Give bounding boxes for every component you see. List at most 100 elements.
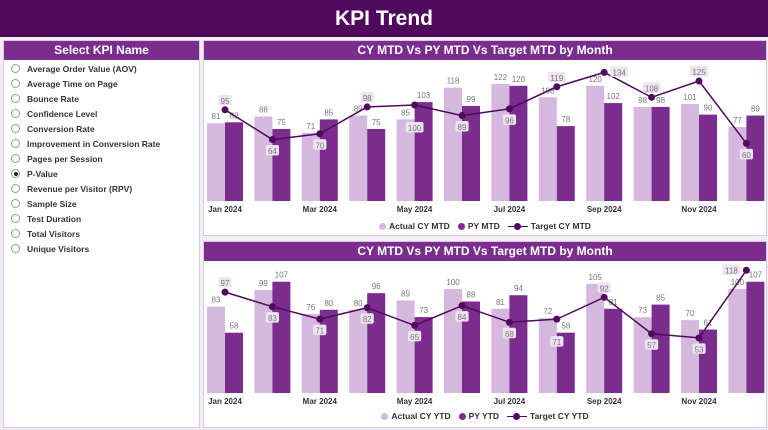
bar-actual [728,289,747,393]
radio-icon[interactable] [11,199,20,208]
kpi-option[interactable]: Sample Size [4,196,199,211]
legend-label: Target CY MTD [530,221,591,231]
data-label-target: 53 [695,345,704,354]
data-label-py: 98 [656,96,665,105]
kpi-option[interactable]: Pages per Session [4,151,199,166]
radio-icon[interactable] [11,169,20,178]
data-label-actual: 71 [306,122,315,131]
legend-actual[interactable]: Actual CY YTD [381,411,451,421]
legend-py[interactable]: PY MTD [457,221,500,231]
radio-icon[interactable] [11,139,20,148]
kpi-option[interactable]: Improvement in Conversion Rate [4,136,199,151]
target-point [221,106,229,114]
legend-target[interactable]: Target CY YTD [507,411,589,421]
target-line [224,269,748,339]
kpi-option[interactable]: Revenue per Visitor (RPV) [4,181,199,196]
bar-py [272,281,291,393]
target-point [363,103,371,111]
data-label-py: 99 [467,95,476,104]
radio-icon[interactable] [11,94,20,103]
data-label-py: 85 [324,108,333,117]
target-point [316,130,324,138]
bar-py [414,102,433,201]
legend-label: Actual CY MTD [389,221,450,231]
data-label-actual: 89 [401,289,410,298]
radio-icon[interactable] [11,79,20,88]
legend-target[interactable]: Target CY MTD [507,221,591,231]
kpi-option[interactable]: Average Order Value (AOV) [4,61,199,76]
radio-icon[interactable] [11,124,20,133]
radio-icon[interactable] [11,229,20,238]
data-label-py: 58 [561,322,570,331]
kpi-option-label: Improvement in Conversion Rate [27,138,161,149]
data-label-actual: 73 [638,306,647,315]
bar-py [556,126,575,201]
bar-actual [349,309,368,393]
legend-label: PY MTD [467,221,500,231]
target-label-bg [455,311,469,322]
target-label-bg [455,121,469,132]
kpi-option-label: Total Visitors [27,228,81,239]
target-point [268,303,276,311]
kpi-option[interactable]: Confidence Level [4,106,199,121]
radio-icon[interactable] [11,64,20,73]
x-tick-label: May 2024 [397,397,433,406]
kpi-option[interactable]: Conversion Rate [4,121,199,136]
kpi-option[interactable]: Test Duration [4,211,199,226]
legend-py[interactable]: PY YTD [458,411,499,421]
ytd-legend: Actual CY YTD PY YTD Target CY YTD [204,411,766,421]
kpi-option-label: Pages per Session [27,153,103,164]
radio-icon[interactable] [11,154,20,163]
bar-py [556,332,575,393]
target-point [268,136,276,144]
bar-actual [207,306,225,393]
kpi-option-label: Average Order Value (AOV) [27,63,137,74]
radio-icon[interactable] [11,244,20,253]
data-label-py: 120 [512,75,526,84]
x-tick-label: Jul 2024 [494,205,526,214]
data-label-actual: 83 [212,296,221,305]
data-label-target: 108 [645,84,659,93]
data-label-target: 97 [221,279,230,288]
data-label-actual: 85 [401,108,410,117]
data-label-actual: 88 [259,106,268,115]
target-label-bg [547,71,566,83]
data-label-target: 70 [315,141,324,150]
kpi-option[interactable]: Bounce Rate [4,91,199,106]
data-label-target: 119 [550,74,563,83]
kpi-option[interactable]: Unique Visitors [4,241,199,256]
ytd-chart-title: CY MTD Vs PY MTD Vs Target MTD by Month [204,242,766,261]
data-label-target: 118 [725,266,738,275]
legend-actual[interactable]: Actual CY MTD [379,221,450,231]
data-label-target: 71 [552,338,561,347]
data-label-target: 68 [505,330,514,339]
legend-label: Actual CY YTD [391,411,451,421]
bar-py [225,332,243,393]
kpi-option[interactable]: P-Value [4,166,199,181]
radio-icon[interactable] [11,184,20,193]
target-point [411,321,419,329]
data-label-target: 95 [221,97,230,106]
bar-actual [681,320,699,393]
bar-actual [491,83,510,201]
data-label-actual: 81 [212,112,221,121]
x-tick-label: May 2024 [397,205,433,214]
kpi-option[interactable]: Total Visitors [4,226,199,241]
data-label-py: 89 [751,105,760,114]
legend-dot-icon [379,222,387,230]
x-tick-label: Nov 2024 [681,205,717,214]
radio-icon[interactable] [11,109,20,118]
data-label-target: 92 [600,284,609,293]
data-label-actual: 98 [638,96,647,105]
target-point [458,302,466,310]
target-point [363,304,371,312]
data-label-py: 61 [704,319,713,328]
kpi-selector-title: Select KPI Name [4,41,199,60]
data-label-actual: 120 [589,75,603,84]
target-label-bg [265,312,279,323]
data-label-target: 134 [613,68,627,77]
kpi-option[interactable]: Average Time on Page [4,76,199,91]
radio-icon[interactable] [11,214,20,223]
target-label-bg [550,336,564,347]
data-label-target: 98 [363,94,372,103]
